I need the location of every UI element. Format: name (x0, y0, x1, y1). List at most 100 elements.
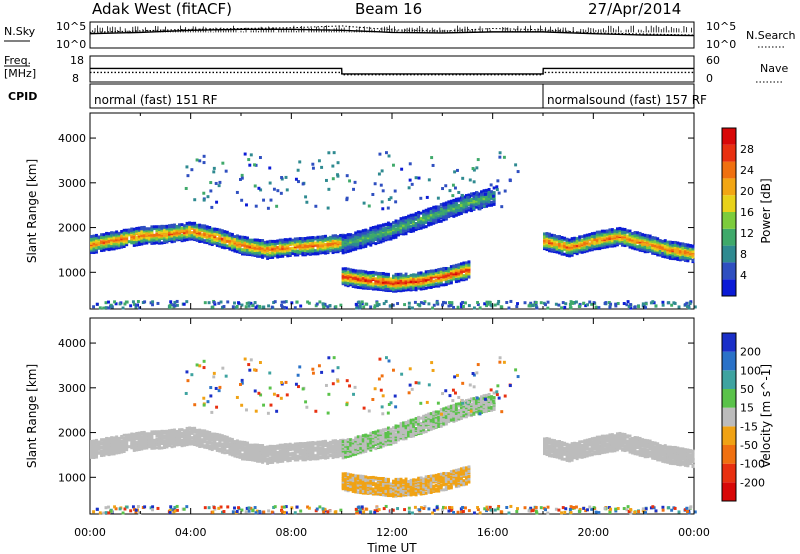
echo-band-power-cell (354, 237, 358, 241)
echo-band-velocity-cell (311, 443, 315, 447)
echo-band-velocity-cell (225, 449, 229, 453)
echo-band-power-cell (359, 236, 363, 240)
echo-band-velocity-cell (195, 430, 199, 434)
echo-band-power-cell (384, 284, 388, 288)
cpid-segments: normal (fast) 151 RF normalsound (fast) 1… (94, 84, 707, 108)
echo-band-velocity-cell (162, 443, 166, 447)
echo-band-power-cell (369, 226, 373, 230)
echo-band-power-cell (676, 254, 680, 258)
echo-band-velocity-cell (115, 450, 119, 454)
echo-band-velocity-cell (349, 438, 353, 442)
echo-band-power-cell (376, 238, 380, 242)
echo-band-power-cell (112, 244, 116, 248)
echo-band-power-cell (346, 281, 350, 285)
echo-band-power-cell (437, 216, 441, 220)
echo-band-velocity-cell (115, 435, 119, 439)
echo-band-velocity-cell (92, 456, 96, 460)
echo-band-power-cell (392, 287, 395, 291)
scatter-power-cell (217, 184, 221, 188)
echo-band-power-cell (414, 217, 418, 221)
echo-band-power-cell (291, 249, 295, 253)
echo-band-power-cell (631, 246, 634, 250)
echo-band-velocity-cell (140, 447, 144, 451)
echo-band-power-cell (223, 230, 227, 234)
echo-band-velocity-cell (331, 446, 335, 450)
echo-band-velocity-cell (120, 449, 124, 453)
near-range-power-cell (314, 304, 318, 308)
echo-band-power-cell (633, 247, 637, 251)
echo-band-power-cell (578, 238, 582, 242)
near-range-power-cell (376, 304, 379, 308)
echo-band-velocity-cell (326, 448, 330, 452)
echo-band-power-cell (437, 211, 441, 215)
echo-band-velocity-cell (112, 441, 116, 445)
echo-band-power-cell (165, 231, 169, 235)
echo-band-velocity-cell (296, 454, 300, 458)
echo-band-power-cell (407, 275, 411, 279)
scatter-power-cell (386, 206, 390, 210)
echo-band-velocity-cell (183, 429, 187, 433)
echo-band-power-cell (580, 244, 584, 248)
scatter-power-cell (380, 200, 384, 204)
near-range-power-cell (563, 305, 567, 309)
echo-band-velocity-cell (316, 449, 320, 453)
echo-band-power-cell (170, 226, 174, 230)
echo-band-power-cell (545, 244, 549, 248)
echo-band-velocity-cell (152, 432, 156, 436)
echo-band-velocity-cell (147, 444, 151, 448)
echo-band-power-cell (608, 239, 612, 243)
echo-band-power-cell (643, 239, 647, 243)
scatter-power-cell (377, 172, 381, 176)
echo-band-velocity-cell (359, 443, 363, 447)
scatter-power-cell (362, 201, 366, 205)
scatter-power-cell (324, 178, 328, 182)
echo-band-power-cell (631, 236, 634, 240)
echo-band-power-cell (442, 275, 446, 279)
echo-band-power-cell (643, 235, 647, 239)
echo-band-velocity-cell (364, 445, 368, 449)
echo-band-velocity-cell (185, 433, 189, 437)
echo-band-power-cell (324, 250, 327, 254)
echo-band-power-cell (633, 244, 637, 248)
echo-band-power-cell (303, 253, 307, 257)
echo-band-power-cell (278, 244, 282, 248)
noise-series (89, 25, 695, 37)
echo-band-velocity-cell (107, 443, 111, 447)
echo-band-power-cell (397, 272, 400, 276)
echo-band-power-cell (369, 282, 373, 286)
echo-band-power-cell (490, 196, 494, 200)
echo-band-velocity-cell (303, 458, 307, 462)
echo-band-power-cell (397, 274, 400, 278)
echo-band-power-cell (570, 237, 574, 241)
echo-band-power-cell (286, 238, 290, 242)
echo-band-power-cell (394, 219, 398, 223)
echo-band-velocity-cell (178, 432, 181, 436)
echo-band-velocity-cell (364, 438, 368, 442)
echo-band-power-cell (422, 209, 426, 213)
echo-band-power-cell (653, 236, 657, 240)
echo-band-power-cell (341, 275, 345, 279)
near-range-power-cell (213, 302, 217, 306)
echo-band-power-cell (381, 273, 385, 277)
echo-band-velocity-cell (266, 453, 270, 457)
echo-band-power-cell (263, 244, 267, 248)
echo-band-velocity-cell (248, 455, 252, 459)
near-range-power-cell (496, 302, 500, 306)
echo-band-power-cell (558, 243, 562, 247)
echo-band-velocity-cell (220, 445, 224, 449)
echo-band-power-cell (379, 287, 383, 291)
echo-band-velocity-cell (339, 440, 343, 444)
echo-band-power-cell (447, 201, 451, 205)
echo-band-velocity-cell (120, 439, 124, 443)
echo-band-velocity-cell (193, 429, 197, 433)
echo-band-power-cell (623, 239, 627, 243)
echo-band-power-cell (399, 228, 403, 232)
echo-band-power-cell (311, 241, 315, 245)
near-range-power-cell (219, 300, 223, 304)
echo-band-velocity-cell (162, 439, 166, 443)
echo-band-power-cell (394, 230, 398, 234)
echo-band-power-cell (220, 229, 224, 233)
echo-band-power-cell (490, 190, 494, 194)
scatter-power-cell (457, 190, 461, 194)
echo-band-power-cell (361, 279, 365, 283)
